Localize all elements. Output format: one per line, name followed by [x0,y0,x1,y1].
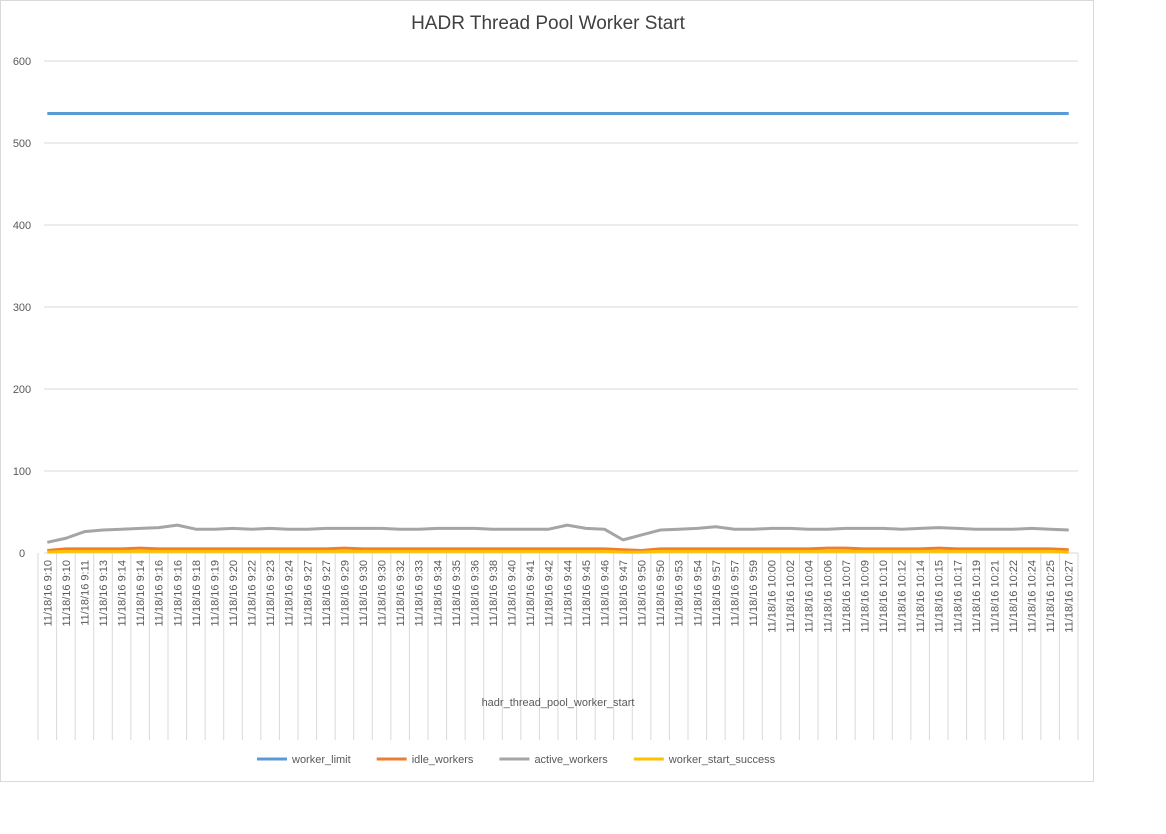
x-tick-label: 11/18/16 9:14 [117,560,129,626]
x-tick-label: 11/18/16 9:20 [228,560,240,626]
x-tick-label: 11/18/16 10:10 [878,560,890,633]
x-tick-label: 11/18/16 9:44 [562,560,574,626]
x-tick-label: 11/18/16 9:57 [711,560,723,626]
x-tick-label: 11/18/16 10:06 [822,560,834,633]
x-tick-label: 11/18/16 9:30 [358,560,370,626]
x-tick-label: 11/18/16 9:45 [581,560,593,626]
y-tick-label: 200 [13,384,31,396]
x-tick-label: 11/18/16 9:10 [61,560,73,626]
x-tick-label: 11/18/16 10:19 [971,560,983,633]
legend-label: worker_start_success [668,754,776,766]
x-tick-label: 11/18/16 9:50 [655,560,667,626]
y-tick-label: 300 [13,302,31,314]
x-tick-label: 11/18/16 10:07 [841,560,853,633]
x-tick-label: 11/18/16 10:17 [952,560,964,633]
x-tick-label: 11/18/16 9:29 [339,560,351,626]
y-tick-label: 600 [13,56,31,68]
y-tick-label: 500 [13,138,31,150]
x-tick-label: 11/18/16 9:27 [302,560,314,626]
x-tick-label: 11/18/16 9:19 [209,560,221,626]
x-tick-label: 11/18/16 10:24 [1027,560,1039,633]
y-tick-label: 0 [19,548,25,560]
series-line [46,523,1069,544]
x-tick-label: 11/18/16 9:46 [599,560,611,626]
x-tick-label: 11/18/16 10:12 [897,560,909,633]
x-tick-label: 11/18/16 9:22 [247,560,259,626]
x-tick-label: 11/18/16 9:18 [191,560,203,626]
x-tick-label: 11/18/16 10:27 [1064,560,1076,633]
x-tick-label: 11/18/16 9:41 [525,560,537,626]
x-tick-label: 11/18/16 9:53 [674,560,686,626]
x-tick-label: 11/18/16 9:16 [154,560,166,626]
x-tick-label: 11/18/16 10:22 [1008,560,1020,633]
x-tick-label: 11/18/16 9:10 [42,560,54,626]
y-tick-label: 100 [13,466,31,478]
legend-label: idle_workers [412,754,474,766]
legend-label: worker_limit [291,754,351,766]
x-tick-label: 11/18/16 9:47 [618,560,630,626]
y-tick-label: 400 [13,220,31,232]
series-line [47,546,1069,553]
x-tick-label: 11/18/16 9:50 [637,560,649,626]
x-tick-label: 11/18/16 10:04 [804,560,816,633]
x-tick-label: 11/18/16 10:09 [859,560,871,633]
series-line [47,549,1069,554]
x-tick-label: 11/18/16 9:33 [414,560,426,626]
x-tick-label: 11/18/16 10:14 [915,560,927,633]
x-tick-label: 11/18/16 9:36 [469,560,481,626]
x-tick-label: 11/18/16 9:30 [377,560,389,626]
group-label: hadr_thread_pool_worker_start [482,697,635,709]
x-tick-label: 11/18/16 10:21 [989,560,1001,633]
x-tick-label: 11/18/16 9:57 [729,560,741,626]
x-tick-label: 11/18/16 9:32 [395,560,407,626]
x-tick-label: 11/18/16 9:34 [432,560,444,626]
x-tick-label: 11/18/16 9:35 [451,560,463,626]
x-tick-label: 11/18/16 10:25 [1045,560,1057,633]
x-tick-label: 11/18/16 9:27 [321,560,333,626]
x-tick-label: 11/18/16 9:23 [265,560,277,626]
x-tick-label: 11/18/16 9:40 [507,560,519,626]
x-tick-label: 11/18/16 9:11 [79,560,91,626]
x-tick-label: 11/18/16 9:24 [284,560,296,626]
x-tick-label: 11/18/16 9:54 [692,560,704,626]
chart-title: HADR Thread Pool Worker Start [411,13,686,34]
x-tick-label: 11/18/16 10:00 [767,560,779,633]
x-tick-label: 11/18/16 9:14 [135,560,147,626]
x-tick-label: 11/18/16 10:15 [934,560,946,633]
x-tick-label: 11/18/16 9:42 [544,560,556,626]
x-tick-label: 11/18/16 9:59 [748,560,760,626]
x-tick-label: 11/18/16 10:02 [785,560,797,633]
legend-label: active_workers [534,754,608,766]
x-tick-label: 11/18/16 9:16 [172,560,184,626]
x-tick-label: 11/18/16 9:38 [488,560,500,626]
x-tick-label: 11/18/16 9:13 [98,560,110,626]
